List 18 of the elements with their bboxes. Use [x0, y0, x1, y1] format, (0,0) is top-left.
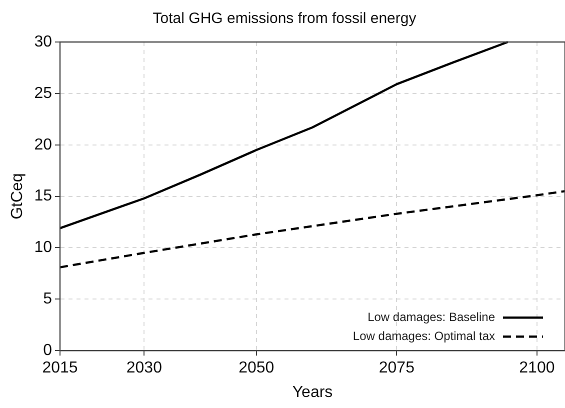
- line-series: [58, 190, 565, 268]
- chart-title: Total GHG emissions from fossil energy: [152, 10, 417, 28]
- x-tick-label: 2030: [126, 360, 162, 377]
- y-tick-label: 20: [34, 136, 52, 154]
- x-axis-title: Years: [292, 384, 333, 401]
- y-tick-label: 5: [43, 290, 52, 308]
- y-tick-label: 25: [34, 84, 52, 102]
- legend-label: Low damages: Optimal tax: [352, 328, 495, 343]
- y-tick-label: 10: [34, 239, 52, 256]
- y-tick-label: 30: [34, 33, 52, 50]
- x-tick-label: 2075: [378, 360, 415, 377]
- y-tick-label: 0: [43, 342, 52, 360]
- legend-label: Low damages: Baseline: [368, 310, 496, 324]
- x-tick-label: 2050: [238, 360, 274, 377]
- y-tick-label: 15: [34, 188, 52, 205]
- y-axis-title: GtCeq: [9, 173, 26, 220]
- x-tick-label: 2100: [519, 360, 555, 377]
- x-tick-label: 2015: [42, 360, 78, 377]
